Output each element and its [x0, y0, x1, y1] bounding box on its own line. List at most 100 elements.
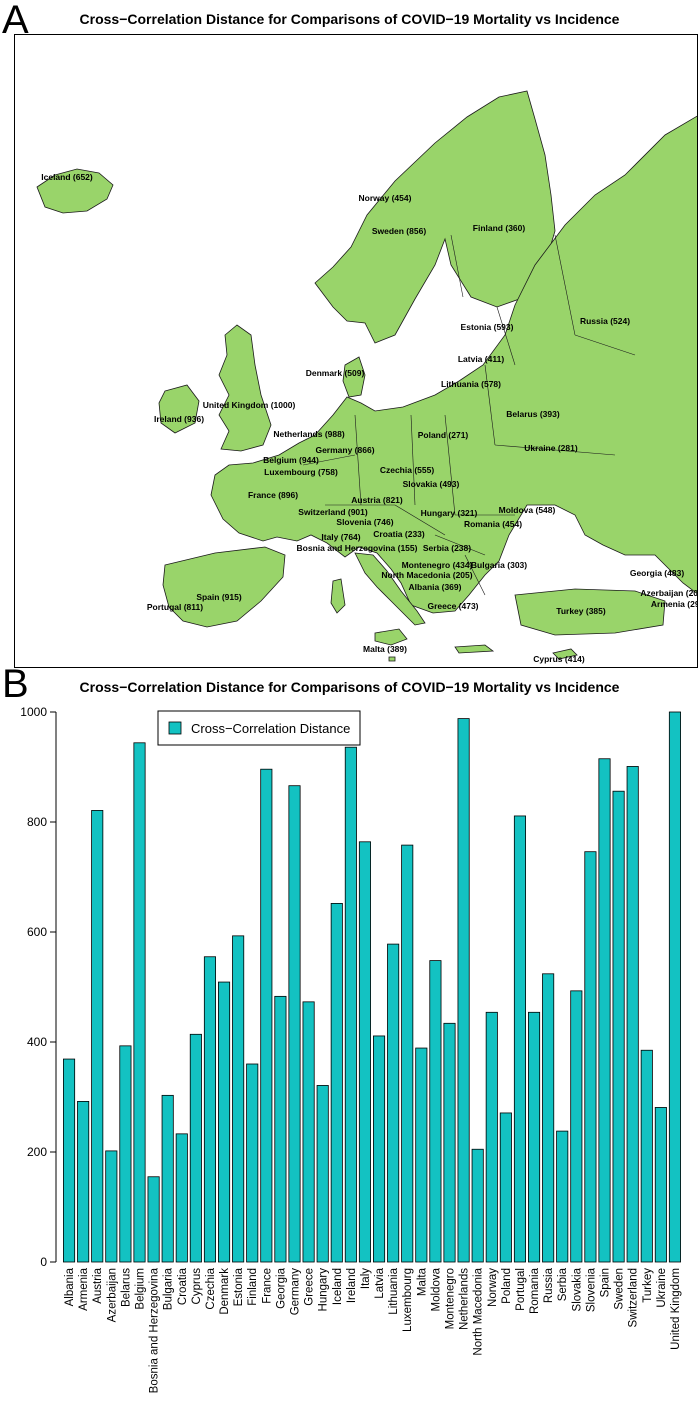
- x-label-united-kingdom: United Kingdom: [670, 1268, 682, 1350]
- bar-greece: [302, 1001, 315, 1263]
- map-label-turkey: Turkey (385): [556, 606, 606, 616]
- map-label-slovenia: Slovenia (746): [336, 517, 393, 527]
- chart-title: Cross−Correlation Distance for Compariso…: [79, 679, 620, 695]
- bar-poland: [499, 1112, 512, 1263]
- bar-estonia: [232, 935, 245, 1263]
- map-label-romania: Romania (454): [464, 519, 522, 529]
- land-shape: [342, 356, 366, 398]
- bar-armenia: [77, 1100, 90, 1263]
- map-label-netherlands: Netherlands (988): [273, 429, 344, 439]
- bar-romania: [528, 1011, 541, 1263]
- x-label-latvia: Latvia: [374, 1267, 386, 1298]
- map-label-bulgaria: Bulgaria (303): [471, 560, 527, 570]
- map-svg: Iceland (652) Norway (454) Sweden (856) Fin…: [36, 90, 698, 664]
- map-label-ireland: Ireland (936): [154, 414, 204, 424]
- x-label-croatia: Croatia: [177, 1267, 189, 1305]
- x-label-france: France: [261, 1268, 273, 1304]
- map-label-denmark: Denmark (509): [306, 368, 365, 378]
- x-label-netherlands: Netherlands: [459, 1268, 471, 1330]
- map-label-ukraine: Ukraine (281): [524, 443, 578, 453]
- bar-united-kingdom: [668, 711, 681, 1263]
- x-label-cyprus: Cyprus: [191, 1268, 203, 1305]
- x-label-sweden: Sweden: [614, 1268, 626, 1310]
- country-border: [484, 364, 496, 446]
- legend: Cross−Correlation Distance: [157, 710, 361, 746]
- bar-georgia: [274, 995, 287, 1263]
- x-label-austria: Austria: [92, 1267, 104, 1303]
- map-label-greece: Greece (473): [427, 601, 478, 611]
- bar-austria: [91, 810, 104, 1263]
- map-label-north-macedonia: North Macedonia (205): [381, 570, 472, 580]
- map-label-france: France (896): [248, 490, 298, 500]
- panel-b-letter: B: [2, 662, 29, 706]
- map-label-norway: Norway (454): [359, 193, 412, 203]
- map-label-malta: Malta (389): [363, 644, 407, 654]
- bar-bosnia-and-herzegovina: [147, 1176, 160, 1263]
- bar-portugal: [513, 815, 526, 1263]
- bar-finland: [246, 1063, 259, 1263]
- bar-sweden: [612, 790, 625, 1263]
- map-label-estonia: Estonia (593): [461, 322, 514, 332]
- map-label-iceland: Iceland (652): [41, 172, 93, 182]
- bar-latvia: [373, 1035, 386, 1263]
- country-border: [354, 414, 362, 506]
- y-tick-label: 0: [40, 1255, 47, 1269]
- map-label-moldova: Moldova (548): [499, 505, 556, 515]
- x-label-czechia: Czechia: [205, 1267, 217, 1309]
- bar-norway: [485, 1011, 498, 1263]
- map-land: [36, 90, 697, 662]
- land-shape: [552, 648, 578, 660]
- y-axis: 0 200 400 600 800 1000: [20, 705, 57, 1269]
- map-label-austria: Austria (821): [351, 495, 403, 505]
- x-label-slovenia: Slovenia: [585, 1267, 597, 1312]
- bar-netherlands: [457, 718, 470, 1263]
- x-label-ireland: Ireland: [346, 1268, 358, 1303]
- map-label-czechia: Czechia (555): [380, 465, 434, 475]
- x-label-montenegro: Montenegro: [445, 1268, 457, 1329]
- map-label-latvia: Latvia (411): [458, 354, 504, 364]
- x-label-moldova: Moldova: [430, 1267, 442, 1311]
- map-labels: Iceland (652) Norway (454) Sweden (856) Fin…: [41, 172, 698, 664]
- x-label-luxembourg: Luxembourg: [402, 1268, 414, 1332]
- country-border: [302, 454, 356, 466]
- land-shape: [354, 552, 426, 626]
- y-tick-label: 1000: [20, 705, 47, 719]
- map-label-armenia: Armenia (292): [651, 599, 698, 609]
- category-labels: Albania Armenia Austria Azerbaijan Belarus Be…: [64, 1267, 682, 1393]
- europe-map: Iceland (652) Norway (454) Sweden (856) Fin…: [14, 34, 698, 668]
- land-shape: [454, 644, 495, 654]
- y-tick-label: 600: [27, 925, 47, 939]
- bar-albania: [63, 1058, 76, 1263]
- bar-montenegro: [443, 1022, 456, 1263]
- x-label-italy: Italy: [360, 1268, 372, 1289]
- land-shape: [218, 324, 272, 452]
- x-label-albania: Albania: [64, 1267, 76, 1306]
- map-label-georgia: Georgia (483): [630, 568, 684, 578]
- map-label-belgium: Belgium (944): [263, 455, 319, 465]
- bar-hungary: [316, 1085, 329, 1263]
- land-shape: [514, 588, 666, 636]
- x-label-azerbaijan: Azerbaijan: [106, 1268, 118, 1322]
- map-label-serbia: Serbia (238): [423, 543, 471, 553]
- x-label-belgium: Belgium: [135, 1268, 147, 1310]
- bar-turkey: [640, 1049, 653, 1263]
- bar-azerbaijan: [105, 1150, 118, 1263]
- bar-malta: [415, 1047, 428, 1263]
- country-border: [434, 534, 486, 556]
- x-label-iceland: Iceland: [332, 1268, 344, 1305]
- x-label-turkey: Turkey: [642, 1268, 654, 1303]
- bar-lithuania: [387, 943, 400, 1263]
- bar-denmark: [218, 981, 231, 1263]
- map-label-montenegro: Montenegro (434): [402, 560, 473, 570]
- country-border: [554, 234, 576, 336]
- bar-iceland: [330, 902, 343, 1263]
- map-label-azerbaijan: Azerbaijan (202): [640, 588, 698, 598]
- x-label-hungary: Hungary: [318, 1268, 330, 1312]
- map-label-luxembourg: Luxembourg (758): [264, 467, 338, 477]
- land-shape: [162, 546, 286, 628]
- country-border: [494, 444, 616, 456]
- x-label-belarus: Belarus: [120, 1268, 132, 1307]
- map-label-italy: Italy (764): [321, 532, 360, 542]
- map-label-germany: Germany (866): [315, 445, 374, 455]
- bar-germany: [288, 785, 301, 1263]
